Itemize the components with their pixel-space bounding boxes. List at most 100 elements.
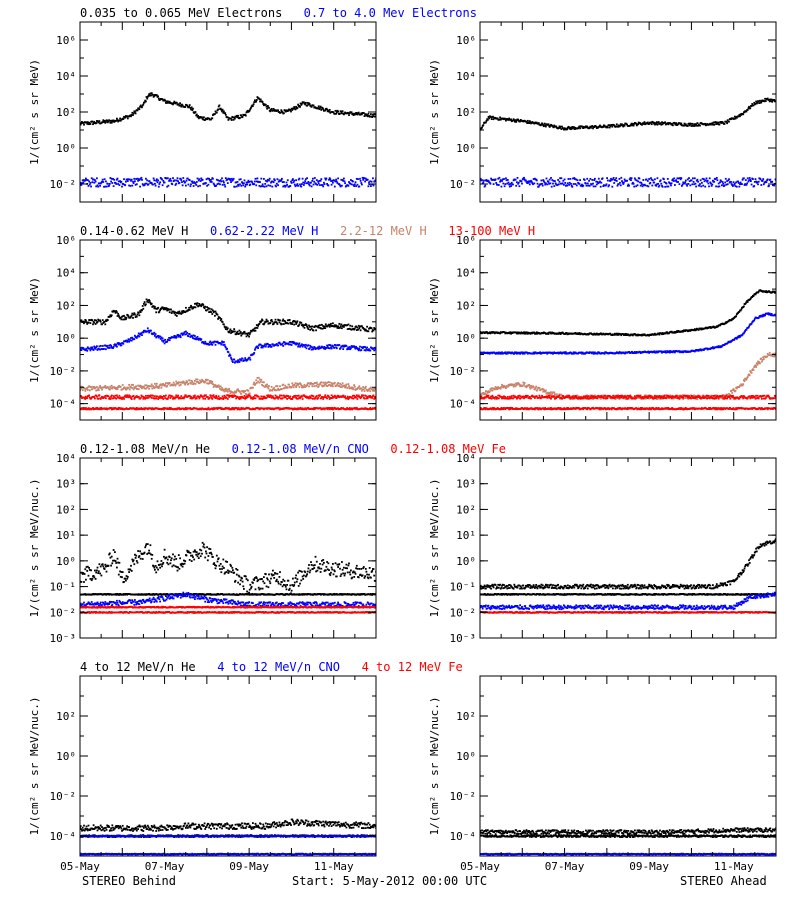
data-point — [565, 332, 568, 334]
data-point — [324, 177, 327, 180]
data-point — [345, 345, 348, 347]
data-point — [253, 183, 256, 185]
data-point — [308, 184, 311, 187]
data-point — [213, 408, 216, 410]
data-point — [351, 397, 354, 400]
data-point — [666, 178, 669, 180]
data-point — [227, 394, 230, 397]
data-point — [652, 179, 654, 182]
data-point — [347, 383, 350, 385]
data-point — [88, 389, 91, 392]
data-point — [184, 408, 187, 411]
data-point — [648, 123, 650, 125]
data-point — [327, 347, 330, 349]
data-point — [231, 360, 234, 362]
data-point — [129, 316, 132, 319]
data-point — [266, 394, 268, 397]
data-point — [686, 178, 689, 181]
data-point — [550, 177, 552, 179]
data-point — [612, 177, 615, 179]
data-point — [281, 343, 283, 346]
data-point — [740, 114, 743, 116]
data-point — [704, 122, 707, 125]
data-point — [355, 394, 358, 397]
data-point — [661, 332, 664, 334]
data-point — [312, 347, 315, 350]
data-point — [302, 181, 305, 184]
data-point — [96, 386, 98, 388]
data-point — [212, 394, 215, 397]
data-point — [299, 183, 301, 186]
data-point — [350, 347, 352, 349]
data-point — [356, 347, 359, 350]
data-point — [622, 183, 625, 185]
data-point — [726, 119, 729, 122]
data-point — [203, 307, 206, 310]
data-point — [738, 185, 741, 188]
data-point — [154, 305, 156, 308]
data-point — [591, 179, 594, 181]
data-point — [122, 318, 125, 321]
data-point — [768, 98, 770, 101]
data-point — [338, 344, 341, 346]
data-point — [288, 397, 291, 399]
data-point — [172, 103, 174, 106]
data-point — [119, 343, 121, 345]
data-point — [109, 385, 112, 388]
data-point — [137, 312, 140, 314]
data-point — [295, 408, 298, 411]
data-point — [672, 124, 674, 127]
legend-entry-0: 0.035 to 0.065 MeV Electrons — [80, 6, 282, 20]
data-point — [84, 179, 87, 182]
data-point — [111, 119, 114, 122]
data-point — [219, 406, 222, 409]
data-point — [290, 341, 292, 343]
data-point — [270, 181, 272, 184]
data-point — [145, 100, 147, 103]
data-point — [110, 120, 112, 122]
data-point — [367, 349, 370, 352]
data-point — [272, 109, 274, 112]
data-point — [235, 114, 238, 117]
data-point — [627, 333, 630, 336]
data-point — [482, 124, 485, 126]
data-point — [336, 327, 339, 329]
data-point — [241, 115, 244, 118]
data-point — [97, 185, 100, 188]
data-point — [322, 325, 325, 327]
data-point — [335, 111, 338, 114]
data-point — [89, 181, 92, 184]
data-point — [161, 384, 163, 387]
data-point — [331, 384, 334, 386]
data-point — [140, 385, 143, 388]
data-point — [103, 348, 105, 350]
data-point — [234, 395, 237, 397]
data-point — [332, 111, 335, 114]
data-point — [134, 112, 137, 115]
data-point — [141, 334, 143, 336]
data-point — [132, 313, 135, 316]
data-point — [530, 179, 532, 182]
data-point — [319, 184, 321, 186]
data-point — [279, 342, 281, 345]
data-point — [139, 185, 141, 188]
data-point — [574, 183, 577, 185]
data-point — [557, 127, 560, 129]
data-point — [117, 343, 120, 346]
data-point — [363, 115, 366, 117]
data-point — [160, 395, 163, 398]
data-point — [275, 389, 278, 392]
data-point — [291, 179, 294, 182]
data-point — [134, 334, 136, 337]
data-point — [128, 178, 131, 181]
data-point — [155, 178, 158, 181]
data-point — [301, 343, 303, 346]
data-point — [125, 388, 128, 391]
data-point — [142, 397, 145, 400]
data-point — [307, 407, 310, 409]
data-point — [651, 184, 654, 187]
data-point — [212, 341, 215, 344]
data-point — [369, 390, 372, 393]
data-point — [278, 321, 281, 324]
data-point — [175, 336, 178, 339]
